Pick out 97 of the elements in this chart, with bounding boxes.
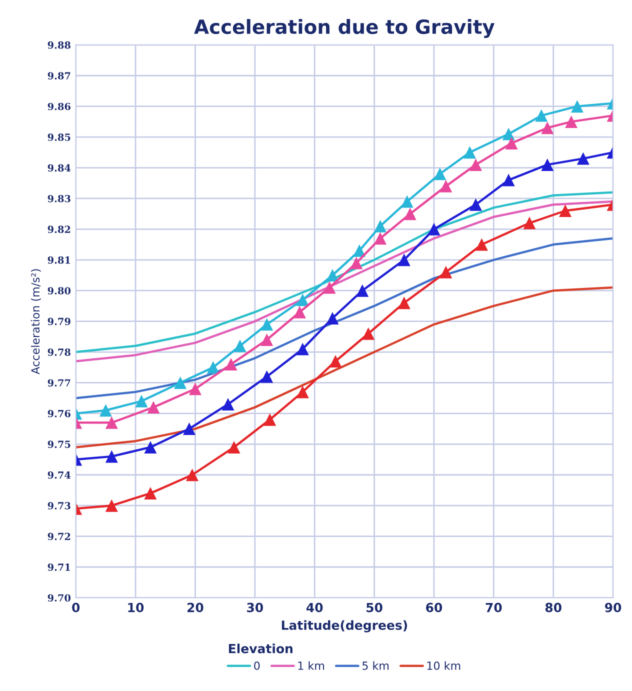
x-tick-label: 10 xyxy=(128,602,144,612)
point xyxy=(523,216,536,230)
y-tick-label: 9.71 xyxy=(48,563,70,571)
point xyxy=(398,296,410,310)
point xyxy=(147,401,160,414)
y-tick-label: 9.75 xyxy=(48,440,70,448)
y-tick-label: 9.72 xyxy=(48,532,70,540)
point xyxy=(576,152,590,165)
point xyxy=(374,220,387,232)
point xyxy=(326,269,339,282)
x-tick-label: 50 xyxy=(366,602,382,612)
point xyxy=(559,204,572,218)
point xyxy=(434,168,446,180)
y-tick-label: 9.83 xyxy=(48,194,70,202)
y-tick-label: 9.82 xyxy=(48,226,70,234)
point xyxy=(502,174,515,186)
line-series xyxy=(76,237,614,400)
point xyxy=(224,358,238,371)
point xyxy=(323,281,336,294)
point xyxy=(470,198,482,211)
point xyxy=(296,386,309,398)
legend-label: 10 km xyxy=(427,661,460,670)
point xyxy=(188,382,202,396)
x-tick-label: 40 xyxy=(306,602,323,612)
point xyxy=(234,340,246,352)
point xyxy=(535,109,548,122)
point xyxy=(353,244,366,257)
point xyxy=(144,440,157,454)
point xyxy=(99,404,112,417)
point xyxy=(464,146,476,159)
point xyxy=(293,306,306,318)
point xyxy=(440,180,452,192)
point xyxy=(174,376,187,389)
point xyxy=(350,256,363,270)
point xyxy=(541,122,554,134)
x-tick-label: 20 xyxy=(188,602,204,612)
point xyxy=(186,468,198,482)
point xyxy=(144,487,157,500)
point xyxy=(222,398,234,410)
y-tick-label: 9.85 xyxy=(48,134,70,141)
point xyxy=(105,499,118,512)
line-series xyxy=(76,286,614,448)
y-tick-label: 9.87 xyxy=(48,72,70,80)
y-tick-label: 9.80 xyxy=(48,287,71,294)
y-tick-label: 9.70 xyxy=(48,594,71,602)
y-tick-label: 9.74 xyxy=(48,471,71,479)
y-tick-label: 9.73 xyxy=(48,502,70,510)
point xyxy=(470,158,482,171)
x-tick-label: 0 xyxy=(72,602,80,612)
point xyxy=(505,136,518,150)
point xyxy=(374,232,387,245)
point xyxy=(541,158,554,171)
point xyxy=(228,440,240,454)
point xyxy=(362,327,375,340)
legend-label: 1 km xyxy=(298,661,324,670)
legend-title: Elevation xyxy=(228,644,292,654)
point xyxy=(105,416,118,429)
point xyxy=(260,318,274,331)
point xyxy=(264,413,276,426)
point xyxy=(440,266,452,278)
x-tick-label: 80 xyxy=(545,602,562,612)
y-tick-label: 9.81 xyxy=(48,256,70,264)
x-tick-label: 30 xyxy=(247,602,264,612)
point xyxy=(428,222,440,236)
y-tick-label: 9.76 xyxy=(48,410,70,418)
legend-label: 0 xyxy=(254,661,260,670)
point xyxy=(260,333,274,346)
point xyxy=(356,284,369,297)
y-tick-label: 9.86 xyxy=(48,102,70,110)
y-tick-label: 9.84 xyxy=(48,164,71,172)
point xyxy=(565,115,578,128)
point xyxy=(400,195,414,208)
y-tick-label: 9.88 xyxy=(48,41,70,49)
point xyxy=(206,361,220,374)
point xyxy=(135,394,148,408)
y-tick-label: 9.78 xyxy=(48,348,70,356)
point xyxy=(326,312,339,324)
point xyxy=(260,370,274,383)
point xyxy=(105,450,118,463)
y-axis-title: Acceleration (m/s²) xyxy=(30,269,41,374)
point xyxy=(329,354,342,368)
point xyxy=(404,208,416,220)
point xyxy=(296,342,309,356)
point xyxy=(183,422,196,436)
x-tick-label: 70 xyxy=(486,602,502,612)
chart-title: Acceleration due to Gravity xyxy=(194,19,495,38)
y-tick-label: 9.77 xyxy=(48,379,70,387)
x-axis-title: Latitude(degrees) xyxy=(282,620,408,632)
x-tick-label: 60 xyxy=(426,602,442,612)
point xyxy=(502,128,515,140)
point xyxy=(475,238,488,251)
point xyxy=(570,100,584,113)
point xyxy=(398,254,410,266)
legend-label: 5 km xyxy=(362,661,389,670)
y-tick-label: 9.79 xyxy=(48,318,70,326)
point xyxy=(296,294,309,306)
x-tick-label: 90 xyxy=(604,602,622,612)
